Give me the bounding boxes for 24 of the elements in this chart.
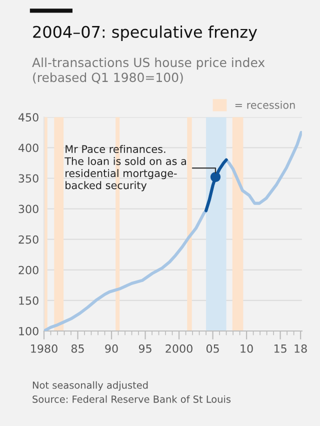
source-note: Source: Federal Reserve Bank of St Louis xyxy=(32,395,231,403)
x-tick-label: 90 xyxy=(105,344,118,353)
y-tick-label: 100 xyxy=(19,326,38,336)
chart-title: 2004–07: speculative frenzy xyxy=(33,26,258,42)
x-tick-label: 05 xyxy=(206,344,219,353)
y-tick-label: 200 xyxy=(18,266,38,274)
x-tick-label: 2000 xyxy=(166,344,192,353)
line-series xyxy=(204,158,228,212)
y-tick-label: 400 xyxy=(18,144,38,152)
annotation: Mr Pace refinances. The loan is sold on as a residential mortgage- backed security xyxy=(64,144,186,192)
y-tick-label: 450 xyxy=(18,113,38,122)
text: Not seasonally adjusted xyxy=(32,381,148,391)
y-tick-label: 350 xyxy=(18,174,38,183)
x-tick-label: 95 xyxy=(138,344,152,353)
chart-subtitle: All-transactions US house price index (rebased Q1 1980=100) xyxy=(32,58,265,84)
y-tick-label: 150 xyxy=(19,296,38,305)
x-tick-label: 1980 xyxy=(31,344,58,353)
x-tick-label: 85 xyxy=(71,344,84,353)
legend-label: = recession xyxy=(235,100,295,109)
x-tick-label: 15 xyxy=(274,344,286,353)
y-tick-label: 250 xyxy=(18,235,38,244)
x-tick-label: 18 xyxy=(294,344,307,353)
y-tick-label: 300 xyxy=(18,204,38,214)
x-tick-label: 10 xyxy=(240,344,253,353)
